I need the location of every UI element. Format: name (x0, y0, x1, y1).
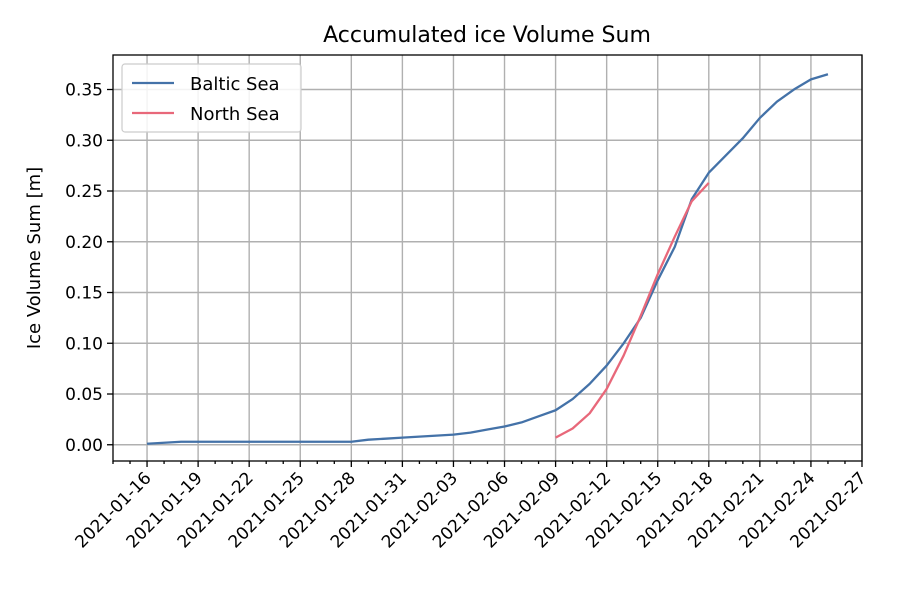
y-tick-label: 0.25 (65, 182, 103, 202)
legend-box (121, 63, 302, 133)
y-tick-label: 0.10 (65, 334, 103, 354)
series-line-north-sea (555, 182, 710, 439)
legend: Baltic Sea North Sea (121, 63, 302, 133)
y-axis-label: Ice Volume Sum [m] (24, 167, 45, 349)
y-tick-label: 0.15 (65, 284, 103, 304)
y-tick-label: 0.30 (65, 131, 103, 151)
legend-label-baltic-sea: Baltic Sea (190, 74, 280, 95)
chart-title: Accumulated ice Volume Sum (323, 23, 651, 48)
series-line-baltic-sea (146, 73, 829, 445)
series-layer (146, 73, 829, 445)
y-tick-label: 0.05 (65, 385, 103, 405)
y-tick-label: 0.35 (65, 81, 103, 101)
y-axis: 0.00 0.05 0.10 0.15 0.20 0.25 0.30 0.35 (65, 81, 113, 456)
y-tick-label: 0.20 (65, 233, 103, 253)
legend-label-north-sea: North Sea (190, 104, 280, 125)
y-tick-label: 0.00 (65, 436, 103, 456)
